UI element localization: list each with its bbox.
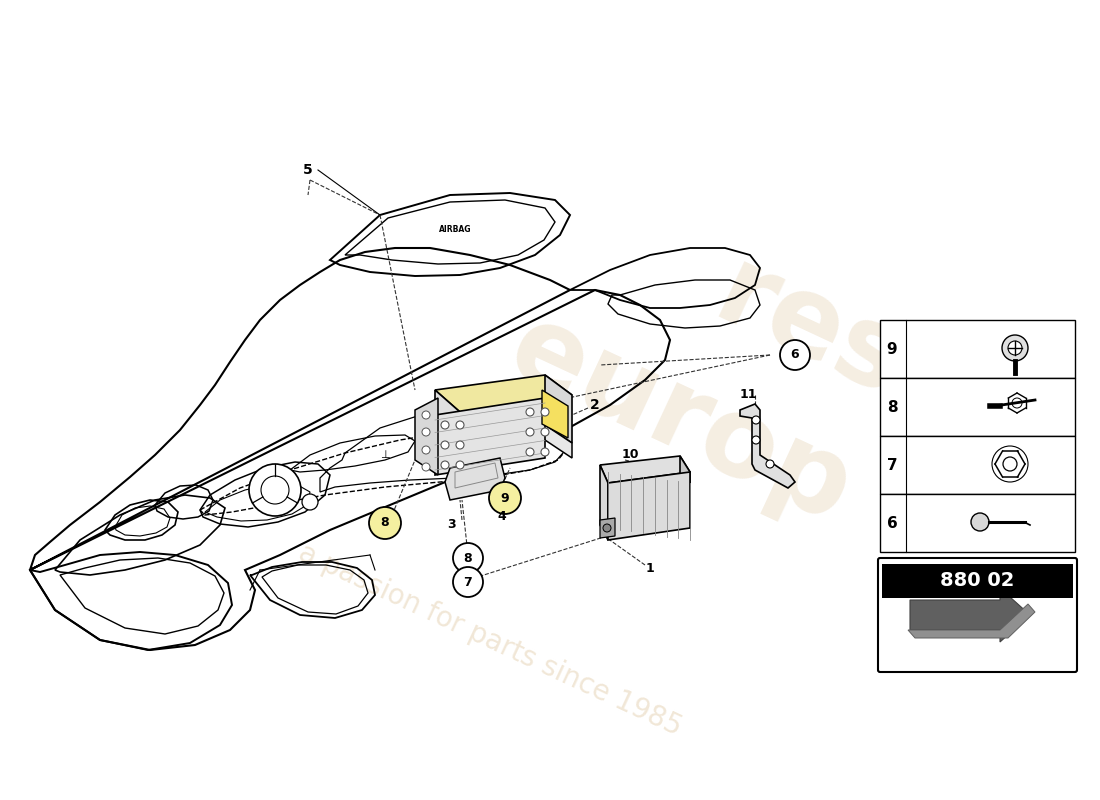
Text: res: res [698,240,922,420]
Circle shape [441,421,449,429]
Text: 4: 4 [497,510,506,523]
Polygon shape [415,398,438,475]
Circle shape [422,411,430,419]
Polygon shape [600,456,690,483]
Circle shape [526,408,534,416]
Bar [880,378,1075,436]
Circle shape [441,441,449,449]
Circle shape [603,524,611,532]
Text: AIRBAG: AIRBAG [439,226,471,234]
Polygon shape [910,588,1030,642]
Text: 5: 5 [304,163,312,177]
Text: 8: 8 [381,517,389,530]
Circle shape [441,461,449,469]
Text: 11: 11 [739,389,757,402]
Circle shape [766,460,774,468]
Circle shape [422,428,430,436]
Circle shape [752,416,760,424]
Circle shape [422,463,430,471]
Bar [880,320,1075,378]
Circle shape [780,340,810,370]
Circle shape [453,543,483,573]
Polygon shape [600,518,615,538]
Circle shape [456,441,464,449]
Circle shape [261,476,289,504]
Text: 2: 2 [590,398,600,412]
Text: 10: 10 [621,449,639,462]
Polygon shape [680,456,690,528]
Text: europ: europ [492,294,868,546]
Polygon shape [600,465,608,540]
Bar [880,494,1075,552]
Circle shape [1002,335,1028,361]
Text: 7: 7 [887,458,898,473]
Text: 8: 8 [464,551,472,565]
Text: 8: 8 [887,399,898,414]
Text: a passion for parts since 1985: a passion for parts since 1985 [294,538,686,742]
Polygon shape [544,375,572,443]
Circle shape [490,482,521,514]
Polygon shape [542,390,568,438]
Circle shape [456,461,464,469]
Bar [880,436,1075,494]
FancyBboxPatch shape [878,558,1077,672]
Polygon shape [608,472,690,540]
Bar [882,564,1072,598]
Text: 9: 9 [887,342,898,357]
Circle shape [302,494,318,510]
Circle shape [1008,341,1022,355]
Text: 9: 9 [500,491,509,505]
Circle shape [541,428,549,436]
Polygon shape [446,458,505,500]
Text: 880 02: 880 02 [940,570,1014,590]
Circle shape [971,513,989,531]
Text: 6: 6 [791,349,800,362]
Polygon shape [434,398,544,475]
Text: 3: 3 [448,518,456,531]
Text: ⊥: ⊥ [381,450,389,460]
Circle shape [249,464,301,516]
Circle shape [752,436,760,444]
Text: 6: 6 [887,515,898,530]
Circle shape [526,448,534,456]
Text: 7: 7 [463,575,472,589]
Text: 1: 1 [646,562,654,574]
Polygon shape [434,425,572,470]
Circle shape [368,507,402,539]
Circle shape [526,428,534,436]
Circle shape [453,567,483,597]
Polygon shape [434,390,460,458]
Circle shape [422,446,430,454]
Polygon shape [740,404,795,488]
Circle shape [541,408,549,416]
Circle shape [456,421,464,429]
Circle shape [541,448,549,456]
Polygon shape [908,604,1035,638]
Polygon shape [434,375,572,412]
